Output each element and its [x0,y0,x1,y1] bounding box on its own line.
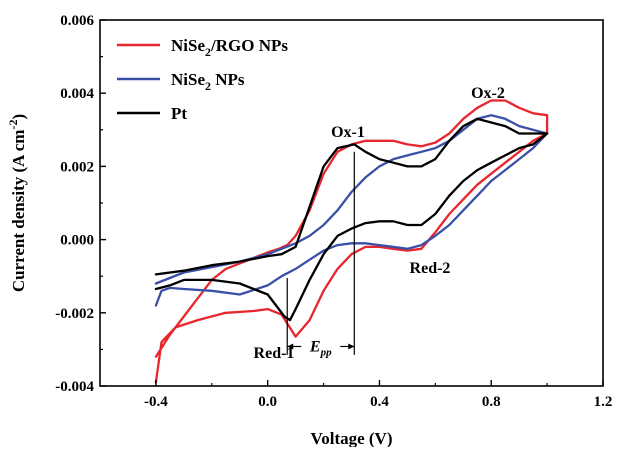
legend-label-rest: /RGO NPs [210,36,288,55]
x-tick-label: 1.2 [594,394,613,410]
x-axis-label: Voltage (V) [311,429,393,447]
red1-label: Red-1 [254,345,295,362]
y-tick-label: 0.000 [60,233,94,249]
legend-label-sub: 2 [205,79,211,93]
epp-label-sub: pp [320,346,333,358]
legend-label-main: NiSe [171,70,205,89]
legend-label-2: Pt [171,104,187,123]
legend-label-main: Pt [171,104,187,123]
y-tick-label: 0.004 [60,86,94,102]
x-tick-label: 0.0 [258,394,277,410]
series-line-1 [154,114,549,307]
ox2-label: Ox-2 [471,85,505,102]
epp-arrow-right-head [348,343,355,350]
y-tick-label: -0.004 [55,379,94,395]
y-tick-label: 0.006 [60,13,94,29]
x-tick-label: -0.4 [144,394,168,410]
y-tick-label: 0.002 [60,159,94,175]
legend-label-rest: NPs [211,70,245,89]
epp-label-main: E [309,338,321,355]
y-axis-label-end: ) [9,114,28,120]
y-axis-label-sup: -2 [6,120,20,130]
y-axis-label-main: Current density (A cm [9,130,28,293]
legend-label-0: NiSe2/RGO NPs [171,36,288,59]
y-tick-label: -0.002 [55,306,94,322]
y-axis-label: Current density (A cm-2) [6,114,28,292]
series-line-0 [154,99,549,384]
epp-label: Epp [309,338,332,358]
series-line-2 [154,117,549,322]
x-tick-label: 0.8 [482,394,501,410]
x-tick-label: 0.4 [370,394,389,410]
ox1-label: Ox-1 [331,124,365,141]
legend-label-sub: 2 [205,45,211,59]
epp-arrow-left-head [287,343,294,350]
legend-label-1: NiSe2 NPs [171,70,245,93]
legend-label-main: NiSe [171,36,205,55]
red2-label: Red-2 [410,260,451,277]
